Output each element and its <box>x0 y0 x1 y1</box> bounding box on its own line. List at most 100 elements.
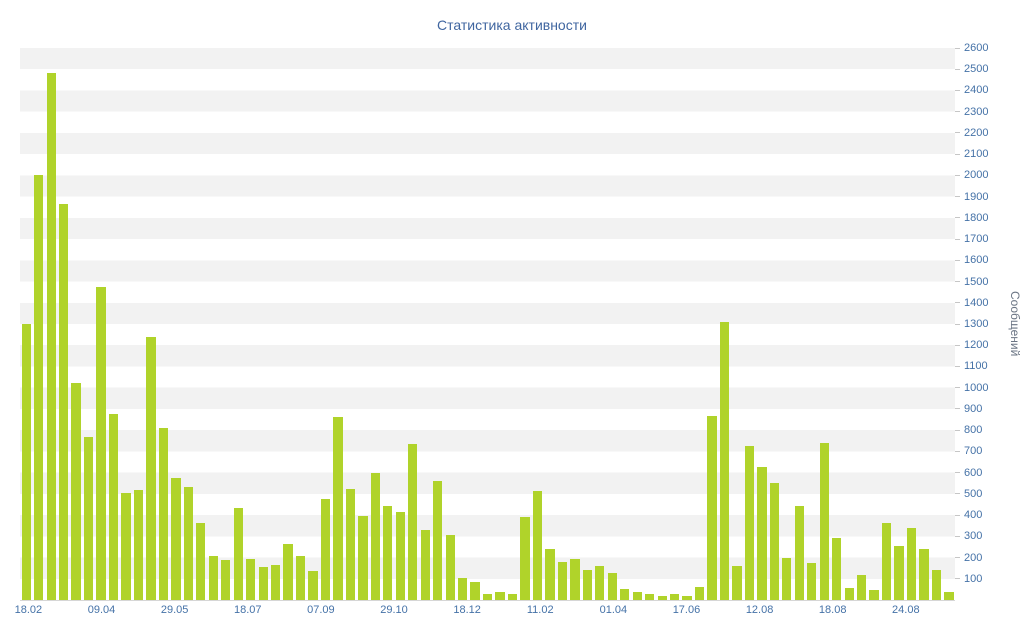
bar[interactable] <box>669 593 680 600</box>
bar[interactable] <box>433 481 443 600</box>
bar[interactable] <box>445 535 455 600</box>
bar[interactable] <box>682 595 692 600</box>
bar[interactable] <box>919 549 929 600</box>
y-axis-label: 1900 <box>964 190 989 203</box>
bar[interactable] <box>320 499 331 600</box>
bar[interactable] <box>570 558 580 600</box>
y-axis-label: 1500 <box>964 275 989 288</box>
bar[interactable] <box>607 573 617 600</box>
x-axis-label: 07.09 <box>307 604 335 616</box>
bar[interactable] <box>283 543 293 600</box>
bar[interactable] <box>221 559 231 600</box>
bar[interactable] <box>408 443 418 600</box>
y-axis-label: 1700 <box>964 233 989 246</box>
bar[interactable] <box>520 517 530 600</box>
bar[interactable] <box>794 505 804 600</box>
bar[interactable] <box>83 436 94 600</box>
bar[interactable] <box>345 488 356 600</box>
y-axis-tick <box>955 259 960 261</box>
bar[interactable] <box>657 595 667 600</box>
bar[interactable] <box>395 511 405 600</box>
bar[interactable] <box>495 591 505 600</box>
bar[interactable] <box>620 589 630 600</box>
bar[interactable] <box>595 566 605 600</box>
bar[interactable] <box>844 588 854 600</box>
y-axis-label: 2100 <box>964 148 989 161</box>
bar[interactable] <box>881 522 892 600</box>
y-axis-label: 1800 <box>964 211 989 224</box>
bar[interactable] <box>632 591 642 600</box>
y-axis-tick <box>955 132 960 134</box>
bar[interactable] <box>545 549 555 600</box>
y-axis-label: 2000 <box>964 169 989 182</box>
y-axis-tick <box>955 323 960 325</box>
bar[interactable] <box>645 593 655 600</box>
bar[interactable] <box>59 204 69 600</box>
bar[interactable] <box>470 581 480 600</box>
y-axis-label: 2400 <box>964 84 989 97</box>
y-axis-tick <box>955 578 960 580</box>
bar[interactable] <box>420 529 430 600</box>
bar[interactable] <box>358 516 368 600</box>
bar[interactable] <box>208 556 218 600</box>
bar[interactable] <box>458 577 468 600</box>
bar[interactable] <box>532 490 543 600</box>
y-axis-label: 300 <box>964 530 983 543</box>
bar[interactable] <box>308 571 318 600</box>
bar[interactable] <box>944 591 954 600</box>
bar[interactable] <box>744 446 755 600</box>
bar[interactable] <box>133 489 144 600</box>
bar[interactable] <box>732 566 742 600</box>
bar[interactable] <box>196 522 206 600</box>
bar[interactable] <box>482 593 493 600</box>
y-axis-tick <box>955 68 960 70</box>
y-axis-tick <box>955 238 960 240</box>
bar[interactable] <box>557 561 568 600</box>
bar[interactable] <box>233 507 243 600</box>
bar[interactable] <box>894 545 904 600</box>
bar[interactable] <box>258 567 268 600</box>
y-axis-tick <box>955 174 960 176</box>
bar[interactable] <box>782 557 792 600</box>
bar[interactable] <box>931 570 942 600</box>
bar[interactable] <box>383 505 393 600</box>
bar[interactable] <box>694 587 705 600</box>
bar[interactable] <box>183 487 193 600</box>
bar[interactable] <box>707 416 717 600</box>
bar[interactable] <box>46 73 56 600</box>
x-axis-label: 29.10 <box>380 604 408 616</box>
bar[interactable] <box>370 472 380 600</box>
bar[interactable] <box>869 590 879 600</box>
bar[interactable] <box>757 467 767 600</box>
bar[interactable] <box>769 483 779 600</box>
y-axis-title: Сообщений <box>1008 291 1022 357</box>
bar[interactable] <box>333 417 343 600</box>
bar[interactable] <box>807 562 817 600</box>
plot-area <box>20 48 955 601</box>
bar[interactable] <box>270 564 281 600</box>
bar[interactable] <box>108 414 119 600</box>
bar[interactable] <box>121 492 131 600</box>
bar[interactable] <box>857 574 867 600</box>
y-axis-tick <box>955 535 960 537</box>
bar[interactable] <box>246 558 256 600</box>
bar[interactable] <box>158 428 169 600</box>
bar[interactable] <box>21 324 31 600</box>
y-axis-tick <box>955 217 960 219</box>
bar[interactable] <box>832 538 842 600</box>
bar[interactable] <box>295 556 306 600</box>
y-axis-label: 2500 <box>964 63 989 76</box>
bar[interactable] <box>96 286 106 600</box>
x-axis-label: 18.12 <box>453 604 481 616</box>
x-axis-label: 29.05 <box>160 604 189 616</box>
bar[interactable] <box>906 527 917 600</box>
bar[interactable] <box>819 442 829 600</box>
bar[interactable] <box>34 175 44 600</box>
bar[interactable] <box>507 593 518 600</box>
bar[interactable] <box>171 477 181 600</box>
bar[interactable] <box>71 383 81 600</box>
x-axis-label: 17.06 <box>672 604 701 616</box>
bar[interactable] <box>582 570 592 600</box>
bar[interactable] <box>146 336 156 600</box>
bar[interactable] <box>719 321 730 600</box>
